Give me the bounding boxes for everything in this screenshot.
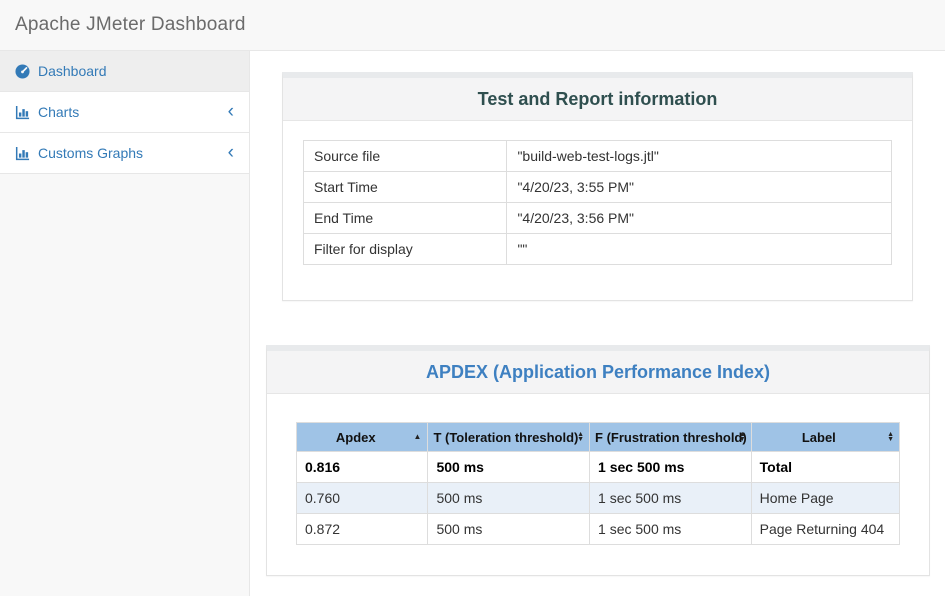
sidebar-item-label: Charts (38, 104, 80, 120)
app-title: Apache JMeter Dashboard (15, 14, 246, 35)
chevron-left-icon: ‹ (227, 141, 234, 163)
apdex-panel: APDEX (Application Performance Index) Ap… (266, 345, 930, 576)
table-row: Source file "build-web-test-logs.jtl" (302, 140, 892, 172)
apdex-panel-heading: APDEX (Application Performance Index) (267, 351, 929, 394)
sidebar-item-label: Customs Graphs (38, 145, 144, 161)
cell-frustration: 1 sec 500 ms (589, 513, 752, 545)
app-header: Apache JMeter Dashboard (0, 0, 945, 51)
cell-apdex: 0.760 (295, 482, 429, 514)
table-row-total: 0.816 500 ms 1 sec 500 ms Total (295, 451, 901, 483)
sidebar-item-dashboard[interactable]: Dashboard (0, 51, 249, 92)
sidebar-item-label: Dashboard (38, 63, 107, 79)
dashboard-gauge-icon (14, 63, 30, 79)
sort-both-icon[interactable]: ▲ ▼ (887, 431, 894, 443)
cell-label: Page Returning 404 (750, 513, 901, 545)
apdex-panel-body: Apdex ▲ T (Toleration threshold) ▲ ▼ F (F… (267, 394, 929, 575)
info-value: "" (506, 233, 892, 265)
bar-chart-icon (14, 104, 30, 120)
info-label: Start Time (302, 171, 508, 203)
test-info-panel-body: Source file "build-web-test-logs.jtl" St… (283, 121, 912, 300)
cell-label: Total (750, 451, 901, 483)
column-header-toleration[interactable]: T (Toleration threshold) ▲ ▼ (427, 422, 591, 452)
info-label: End Time (302, 202, 508, 234)
column-header-label: Label (801, 429, 836, 445)
apdex-table: Apdex ▲ T (Toleration threshold) ▲ ▼ F (F… (295, 422, 901, 545)
sidebar-item-customs-graphs[interactable]: Customs Graphs ‹ (0, 133, 249, 174)
sidebar-item-charts[interactable]: Charts ‹ (0, 92, 249, 133)
cell-toleration: 500 ms (427, 513, 591, 545)
test-info-panel-heading: Test and Report information (283, 78, 912, 121)
info-label: Source file (302, 140, 508, 172)
cell-frustration: 1 sec 500 ms (589, 451, 752, 483)
info-value: "4/20/23, 3:55 PM" (506, 171, 892, 203)
cell-label: Home Page (750, 482, 901, 514)
cell-toleration: 500 ms (427, 451, 591, 483)
sort-both-icon[interactable]: ▲ ▼ (577, 431, 585, 443)
column-header-label: F (Frustration threshold) (595, 429, 747, 445)
column-header-label-col[interactable]: Label ▲ ▼ (750, 422, 901, 452)
info-value: "build-web-test-logs.jtl" (506, 140, 892, 172)
sort-both-icon[interactable]: ▲ ▼ (738, 431, 746, 443)
column-header-frustration[interactable]: F (Frustration threshold) ▲ ▼ (589, 422, 752, 452)
table-row: End Time "4/20/23, 3:56 PM" (302, 202, 892, 234)
test-info-table: Source file "build-web-test-logs.jtl" St… (302, 140, 892, 265)
sidebar: Dashboard Charts ‹ (0, 51, 250, 596)
info-label: Filter for display (302, 233, 508, 265)
bar-chart-icon (14, 145, 30, 161)
cell-apdex: 0.872 (295, 513, 429, 545)
cell-frustration: 1 sec 500 ms (589, 482, 752, 514)
column-header-apdex[interactable]: Apdex ▲ (295, 422, 429, 452)
table-row: 0.872 500 ms 1 sec 500 ms Page Returning… (295, 513, 901, 545)
main-content: Test and Report information Source file … (250, 51, 945, 596)
cell-toleration: 500 ms (427, 482, 591, 514)
cell-apdex: 0.816 (295, 451, 429, 483)
table-row: 0.760 500 ms 1 sec 500 ms Home Page (295, 482, 901, 514)
test-info-panel-title: Test and Report information (477, 88, 718, 109)
test-info-panel: Test and Report information Source file … (282, 72, 913, 301)
info-value: "4/20/23, 3:56 PM" (506, 202, 892, 234)
column-header-label: Apdex (335, 429, 376, 445)
sort-asc-icon[interactable]: ▲ (413, 432, 422, 441)
apdex-panel-title: APDEX (Application Performance Index) (425, 361, 771, 382)
table-header-row: Apdex ▲ T (Toleration threshold) ▲ ▼ F (F… (295, 422, 901, 452)
column-header-label: T (Toleration threshold) (433, 429, 579, 445)
table-row: Start Time "4/20/23, 3:55 PM" (302, 171, 892, 203)
chevron-left-icon: ‹ (227, 100, 234, 122)
table-row: Filter for display "" (302, 233, 892, 265)
